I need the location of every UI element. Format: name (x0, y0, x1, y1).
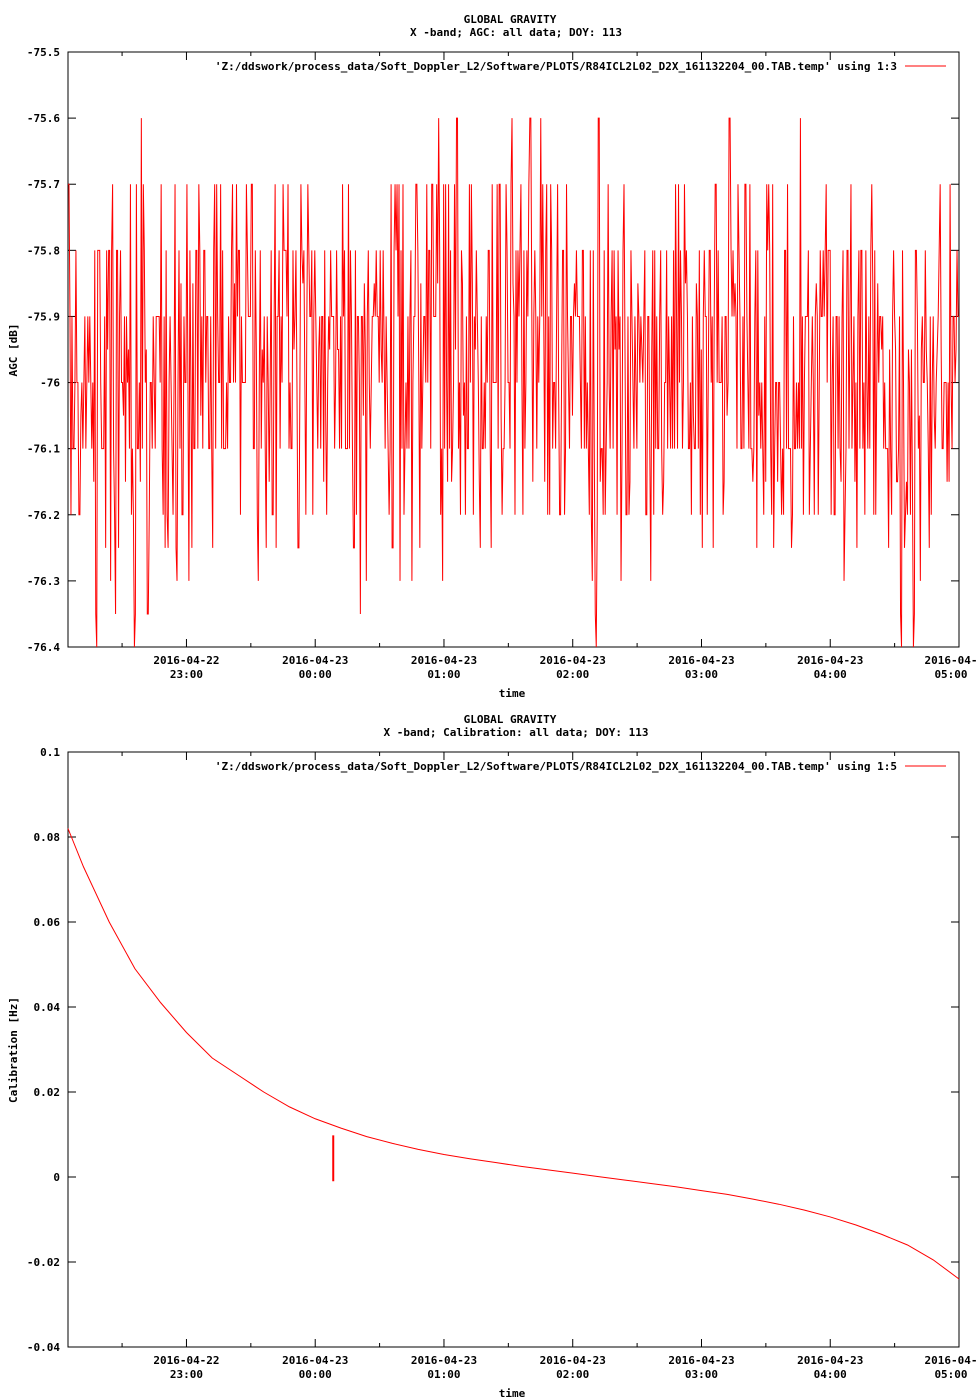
calibration-x-tick-time: 03:00 (685, 1368, 718, 1381)
agc-x-tick-date: 2016-04- (925, 654, 978, 667)
agc-series-line (68, 117, 959, 648)
calibration-x-tick-date: 2016-04-23 (668, 1354, 734, 1367)
agc-legend-label: 'Z:/ddswork/process_data/Soft_Doppler_L2… (215, 60, 897, 73)
agc-x-tick-date: 2016-04-23 (411, 654, 477, 667)
calibration-x-tick-date: 2016-04-23 (411, 1354, 477, 1367)
agc-y-tick-label: -75.8 (27, 244, 60, 257)
calibration-x-tick-time: 23:00 (170, 1368, 203, 1381)
calibration-y-axis-label: Calibration [Hz] (7, 997, 20, 1103)
calibration-x-tick-date: 2016-04-23 (540, 1354, 606, 1367)
calibration-series-line (67, 828, 960, 1280)
agc-y-tick-label: -76.3 (27, 575, 60, 588)
agc-chart-title: GLOBAL GRAVITY (464, 13, 557, 26)
agc-x-axis-label: time (499, 687, 526, 700)
calibration-plot-frame (67, 751, 960, 1348)
calibration-chart: GLOBAL GRAVITY X -band; Calibration: all… (7, 713, 977, 1400)
agc-x-tick-date: 2016-04-23 (282, 654, 348, 667)
calibration-y-tick-label: 0.08 (34, 831, 61, 844)
calibration-x-tick-time: 00:00 (299, 1368, 332, 1381)
agc-chart-subtitle: X -band; AGC: all data; DOY: 113 (410, 26, 622, 39)
agc-y-tick-label: -76.1 (27, 443, 60, 456)
agc-y-tick-label: -75.7 (27, 178, 60, 191)
agc-plot-frame (67, 51, 960, 648)
agc-y-tick-label: -76 (40, 377, 60, 390)
agc-x-tick-time: 23:00 (170, 668, 203, 681)
agc-y-tick-label: -75.6 (27, 112, 60, 125)
calibration-y-tick-label: -0.02 (27, 1256, 60, 1269)
agc-x-tick-time: 05:00 (934, 668, 967, 681)
calibration-legend-label: 'Z:/ddswork/process_data/Soft_Doppler_L2… (215, 760, 897, 773)
calibration-x-tick-time: 04:00 (814, 1368, 847, 1381)
calibration-x-tick-time: 01:00 (427, 1368, 460, 1381)
calibration-y-tick-label: 0.02 (34, 1086, 61, 1099)
calibration-chart-title: GLOBAL GRAVITY (464, 713, 557, 726)
agc-x-tick-date: 2016-04-22 (153, 654, 219, 667)
calibration-x-tick-time: 02:00 (556, 1368, 589, 1381)
agc-x-tick-time: 04:00 (814, 668, 847, 681)
agc-y-tick-label: -76.4 (27, 641, 60, 654)
calibration-x-axis-label: time (499, 1387, 526, 1400)
agc-x-tick-time: 03:00 (685, 668, 718, 681)
agc-x-tick-time: 02:00 (556, 668, 589, 681)
agc-y-tick-label: -75.5 (27, 46, 60, 59)
calibration-x-tick-time: 05:00 (934, 1368, 967, 1381)
calibration-y-tick-label: 0.04 (34, 1001, 61, 1014)
calibration-x-tick-date: 2016-04- (925, 1354, 978, 1367)
agc-x-tick-date: 2016-04-23 (797, 654, 863, 667)
calibration-y-tick-label: 0 (53, 1171, 60, 1184)
agc-x-tick-time: 01:00 (427, 668, 460, 681)
calibration-y-tick-label: 0.06 (34, 916, 61, 929)
calibration-chart-subtitle: X -band; Calibration: all data; DOY: 113 (384, 726, 649, 739)
calibration-x-tick-date: 2016-04-23 (282, 1354, 348, 1367)
agc-y-tick-label: -76.2 (27, 509, 60, 522)
agc-x-tick-date: 2016-04-23 (540, 654, 606, 667)
agc-y-axis-label: AGC [dB] (7, 324, 20, 377)
agc-x-tick-time: 00:00 (299, 668, 332, 681)
calibration-y-tick-label: 0.1 (40, 746, 60, 759)
calibration-x-tick-date: 2016-04-23 (797, 1354, 863, 1367)
calibration-y-tick-label: -0.04 (27, 1341, 60, 1354)
agc-x-tick-date: 2016-04-23 (668, 654, 734, 667)
calibration-x-tick-date: 2016-04-22 (153, 1354, 219, 1367)
agc-y-tick-label: -75.9 (27, 310, 60, 323)
agc-chart: GLOBAL GRAVITY X -band; AGC: all data; D… (7, 13, 977, 700)
